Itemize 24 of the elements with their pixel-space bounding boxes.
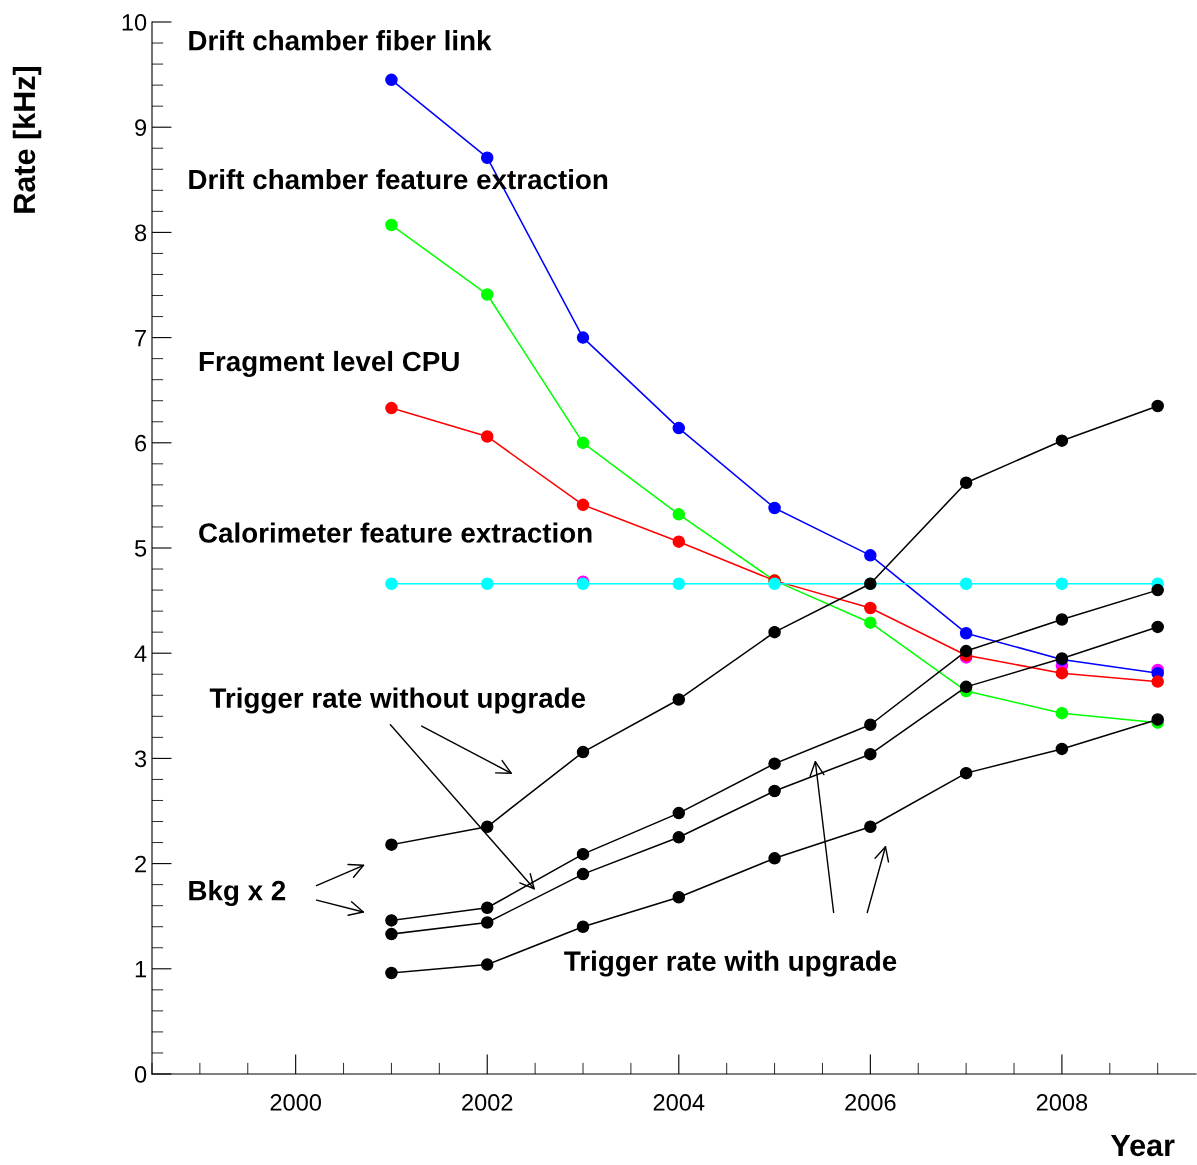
- y-tick-label: 10: [122, 14, 147, 31]
- annotation: Bkg x 2: [189, 880, 286, 907]
- annotation: Calorimeter feature extraction: [199, 522, 592, 543]
- y-tick-label: 3: [134, 750, 147, 768]
- y-tick-label: 0: [134, 1066, 147, 1083]
- y-tick-label: 9: [135, 119, 147, 136]
- y-tick-label: 7: [135, 329, 146, 347]
- y-tick-label: 6: [135, 434, 147, 452]
- y-tick-label: 2: [135, 855, 146, 873]
- x-tick-label: 2006: [845, 1094, 896, 1111]
- annotation: Fragment level CPU: [199, 350, 459, 377]
- x-tick-label: 2002: [462, 1094, 513, 1111]
- y-tick-label: 1: [135, 961, 146, 978]
- annotation: Trigger rate with upgrade: [564, 950, 897, 977]
- annotation: Drift chamber fiber link: [189, 30, 492, 51]
- annotation: Trigger rate without upgrade: [209, 687, 586, 714]
- y-axis-title: Rate [kHz]: [12, 67, 42, 213]
- y-tick-label: 8: [135, 224, 147, 242]
- x-axis-title: Year: [1110, 1134, 1175, 1157]
- y-tick-label: 5: [134, 540, 147, 557]
- y-tick-label: 4: [134, 645, 147, 662]
- x-tick-label: 2008: [1036, 1094, 1088, 1111]
- x-tick-label: 2000: [270, 1094, 322, 1111]
- x-tick-label: 2004: [653, 1094, 705, 1111]
